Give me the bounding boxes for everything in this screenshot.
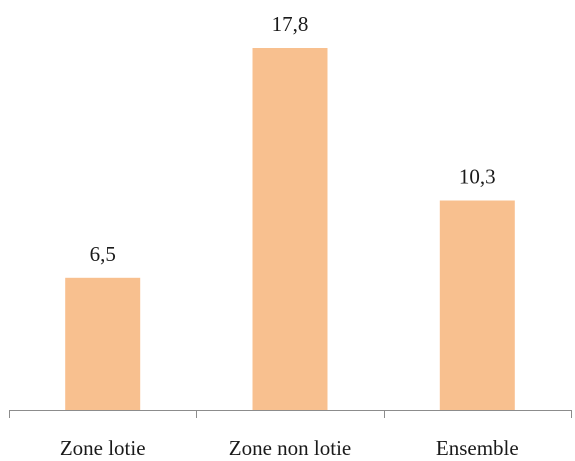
bar-2 <box>439 200 515 410</box>
x-tick-label-2: Ensemble <box>436 436 519 460</box>
x-axis <box>9 410 572 418</box>
x-tick-label-0: Zone lotie <box>60 436 146 460</box>
bar-1 <box>252 48 328 410</box>
value-labels-group: 6,5 17,8 10,3 <box>90 12 496 266</box>
data-label-2: 10,3 <box>459 165 496 189</box>
data-label-0: 6,5 <box>90 242 116 266</box>
x-tick-label-1: Zone non lotie <box>229 436 351 460</box>
bar-0 <box>65 277 141 410</box>
data-label-1: 17,8 <box>272 12 309 36</box>
bars-group <box>65 48 515 410</box>
x-tick-labels-group: Zone lotie Zone non lotie Ensemble <box>60 436 519 460</box>
